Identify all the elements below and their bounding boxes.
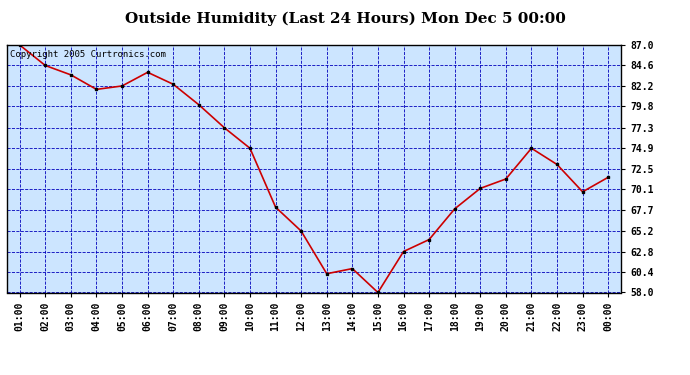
Text: Copyright 2005 Curtronics.com: Copyright 2005 Curtronics.com <box>10 50 166 59</box>
Text: Outside Humidity (Last 24 Hours) Mon Dec 5 00:00: Outside Humidity (Last 24 Hours) Mon Dec… <box>125 11 565 26</box>
